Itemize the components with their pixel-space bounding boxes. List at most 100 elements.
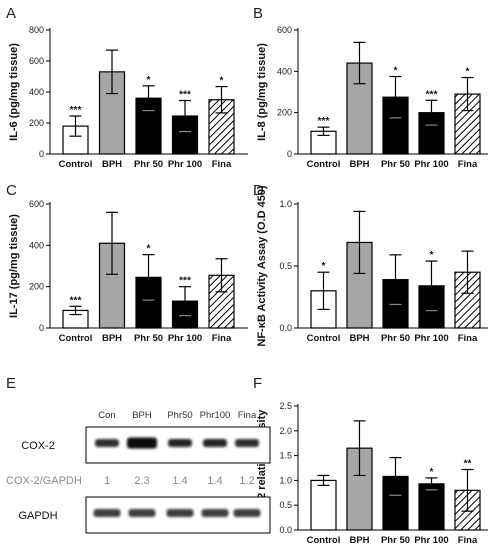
significance-marker: *: [322, 261, 326, 272]
significance-marker: ***: [179, 90, 191, 101]
y-tick-label: 600: [277, 25, 292, 35]
x-tick-label: Control: [59, 159, 93, 170]
y-axis-label: NF-κB Activity Assay (O.D 450): [256, 185, 268, 347]
y-axis-label: IL-17 (pg/mg tissue): [8, 214, 20, 318]
x-tick-label: BPH: [349, 535, 369, 546]
y-tick-label: 1.0: [279, 475, 292, 485]
blot-band: [128, 509, 156, 517]
y-axis-label: IL-6 (pg/mg tissue): [8, 43, 20, 141]
chart-il6: 0 200 400 600 800 IL-6 (pg/mg tissue) *** Contr…: [8, 25, 248, 170]
y-tick-label: 600: [29, 56, 44, 66]
panel-letter-d: D: [253, 182, 264, 199]
blot-lane-label: Phr50: [167, 410, 192, 421]
ratio-value: 1: [104, 475, 110, 487]
y-tick-label: 400: [29, 240, 44, 250]
ratio-value: 1.4: [172, 475, 187, 487]
x-tick-label: BPH: [349, 159, 369, 170]
y-tick-label: 2.0: [279, 426, 292, 436]
y-tick-label: 0.0: [279, 323, 292, 333]
panel-letter-c: C: [6, 182, 17, 199]
x-tick-label: Control: [307, 333, 341, 344]
y-tick-label: 1.5: [279, 451, 292, 461]
x-tick-label: BPH: [349, 333, 369, 344]
x-tick-label: Phr 100: [414, 535, 448, 546]
chart-nfkb: 0.0 0.5 1.0 NF-κB Activity Assay (O.D 450) *…: [256, 185, 488, 347]
y-tick-label: 0.0: [279, 525, 292, 535]
significance-marker: ***: [179, 276, 191, 287]
blot-band: [166, 509, 194, 517]
ratio-value: 1.2: [239, 475, 254, 487]
y-tick-label: 200: [277, 108, 292, 118]
ratio-label: COX-2/GAPDH: [6, 475, 82, 487]
panel-letter-a: A: [6, 5, 16, 22]
x-tick-label: BPH: [102, 159, 122, 170]
x-tick-label: Phr 50: [134, 159, 163, 170]
x-tick-label: Phr 50: [381, 159, 410, 170]
panel-letter-b: B: [253, 5, 263, 22]
y-tick-label: 2.5: [279, 401, 292, 411]
blot-band: [168, 439, 192, 447]
cox2-label: COX-2: [21, 440, 55, 452]
gapdh-label: GAPDH: [18, 510, 57, 522]
significance-marker: *: [220, 76, 224, 87]
x-tick-label: Control: [307, 159, 341, 170]
blot-band: [235, 439, 259, 447]
blot-band: [93, 509, 121, 517]
x-tick-label: BPH: [102, 333, 122, 344]
x-tick-label: Phr 50: [381, 333, 410, 344]
blot-band: [203, 439, 227, 447]
y-tick-label: 200: [29, 282, 44, 292]
x-tick-label: Phr 50: [134, 333, 163, 344]
y-tick-label: 0: [287, 149, 292, 159]
blot-band: [95, 439, 119, 447]
x-tick-label: Fina: [212, 333, 232, 344]
x-tick-label: Phr 100: [168, 333, 202, 344]
y-tick-label: 0: [39, 149, 44, 159]
y-tick-label: 200: [29, 118, 44, 128]
significance-marker: *: [466, 67, 470, 78]
blot-lane-label: Con: [98, 410, 115, 421]
bar-control: [310, 479, 337, 531]
ratio-value: 1.4: [207, 475, 222, 487]
x-tick-label: Phr 100: [414, 159, 448, 170]
x-tick-label: Fina: [212, 159, 232, 170]
y-tick-label: 0.5: [279, 500, 292, 510]
x-tick-label: Fina: [458, 535, 478, 546]
significance-marker: *: [147, 244, 151, 255]
significance-marker: ***: [70, 105, 82, 116]
significance-marker: ***: [70, 295, 82, 306]
x-tick-label: Phr 50: [381, 535, 410, 546]
blot-lane-label: BPH: [132, 410, 152, 421]
y-tick-label: 400: [29, 87, 44, 97]
significance-marker: ***: [426, 89, 438, 100]
y-tick-label: 400: [277, 66, 292, 76]
x-tick-label: Phr 100: [414, 333, 448, 344]
blot-lane-label: Fina: [238, 410, 257, 421]
x-tick-label: Control: [307, 535, 341, 546]
blot-band: [233, 509, 261, 517]
y-tick-label: 0.5: [279, 261, 292, 271]
blot-band: [127, 437, 157, 449]
significance-marker: *: [394, 66, 398, 77]
y-tick-label: 600: [29, 199, 44, 209]
significance-marker: *: [430, 467, 434, 478]
blot-band: [201, 509, 229, 517]
y-axis-label: IL-8 (pg/mg tissue): [256, 43, 268, 141]
western-blot: Con BPH Phr50 Phr100 Fina COX-2 GAPDH COX-2/GAP…: [6, 410, 271, 534]
x-tick-label: Control: [59, 333, 93, 344]
x-tick-label: Phr 100: [168, 159, 202, 170]
panel-letter-f: F: [253, 375, 262, 392]
panel-letter-e: E: [6, 375, 16, 392]
chart-il8: 0 200 400 600 IL-8 (pg/mg tissue) *** Control B…: [256, 25, 488, 170]
y-tick-label: 1.0: [279, 199, 292, 209]
x-tick-label: Fina: [458, 333, 478, 344]
chart-il17: 0 200 400 600 IL-17 (pg/mg tissue) *** Control…: [8, 199, 248, 344]
bar-phr-100: [418, 483, 445, 531]
blot-lane-label: Phr100: [200, 410, 231, 421]
y-tick-label: 0: [39, 323, 44, 333]
significance-marker: *: [147, 75, 151, 86]
significance-marker: **: [464, 458, 472, 469]
significance-marker: *: [430, 250, 434, 261]
